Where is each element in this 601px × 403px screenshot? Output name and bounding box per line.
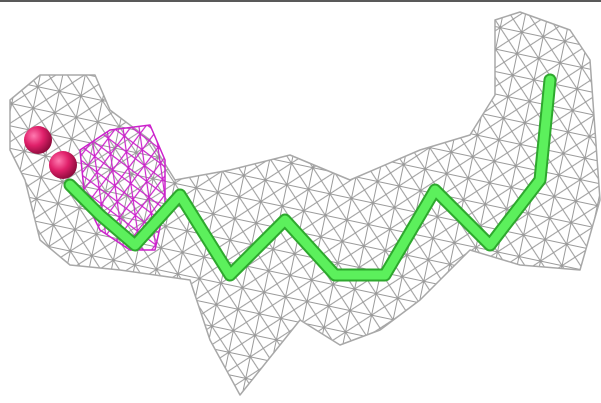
ligand-stick (65, 75, 555, 280)
oxygen-atom (49, 151, 77, 179)
oxygen-atom (24, 126, 52, 154)
density-mesh (9, 11, 601, 396)
